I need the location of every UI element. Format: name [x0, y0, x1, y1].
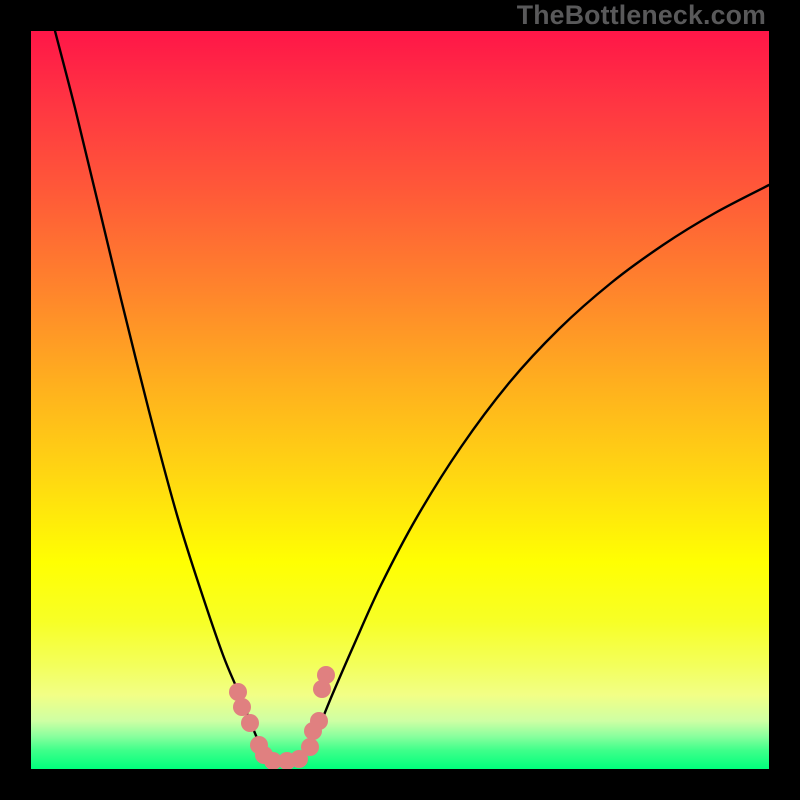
right-curve: [299, 185, 769, 765]
marker-dot: [310, 712, 328, 730]
valley-markers: [229, 666, 335, 769]
plot-area: [31, 31, 769, 769]
marker-dot: [317, 666, 335, 684]
curves-layer: [31, 31, 769, 769]
marker-dot: [301, 738, 319, 756]
marker-dot: [241, 714, 259, 732]
watermark-text: TheBottleneck.com: [517, 0, 766, 31]
left-curve: [55, 31, 273, 765]
marker-dot: [233, 698, 251, 716]
chart-frame: TheBottleneck.com: [0, 0, 800, 800]
